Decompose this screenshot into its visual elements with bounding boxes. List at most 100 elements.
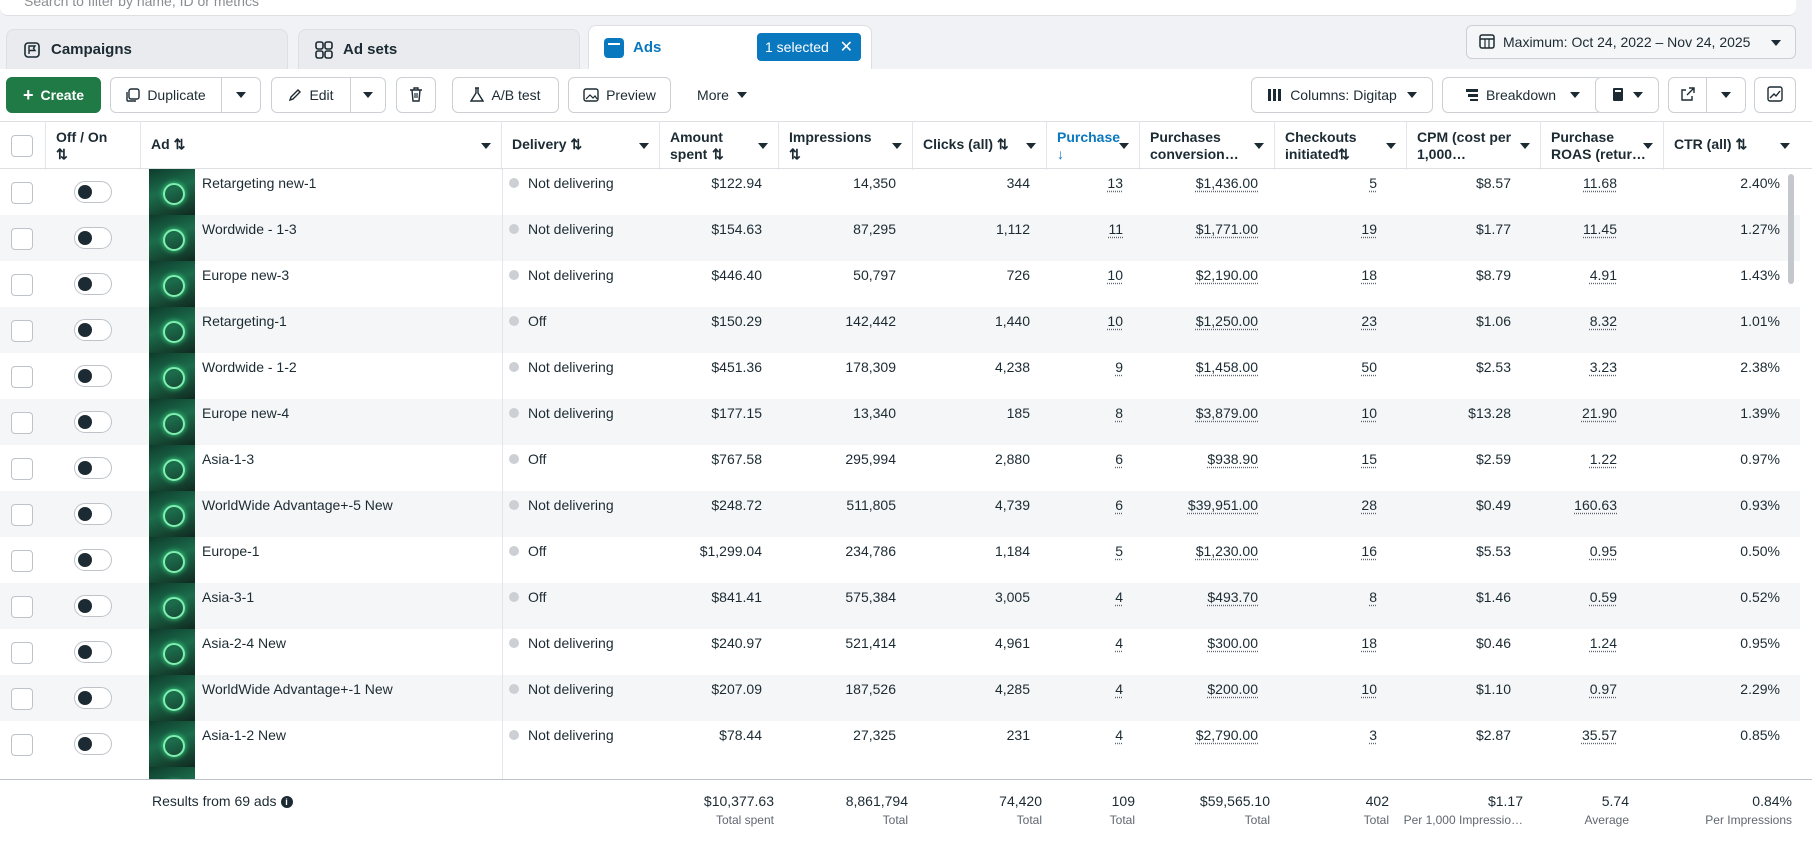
chevron-down-icon[interactable] xyxy=(758,143,768,149)
ad-status-toggle[interactable] xyxy=(74,641,112,663)
row-checkbox[interactable] xyxy=(11,642,33,664)
vertical-scrollbar[interactable] xyxy=(1788,174,1794,284)
header-checkouts[interactable]: Checkouts initiated ⇅ xyxy=(1275,122,1407,170)
sort-icon[interactable]: ⇅ xyxy=(789,146,801,162)
header-off-on[interactable]: Off / On ⇅ xyxy=(46,122,141,170)
cell-purchases[interactable]: 9 xyxy=(1115,359,1123,375)
sort-icon[interactable]: ⇅ xyxy=(996,136,1009,152)
cell-value[interactable]: $1,250.00 xyxy=(1195,313,1258,329)
sort-desc-icon[interactable]: ↓ xyxy=(1057,146,1064,162)
cell-purchases[interactable]: 6 xyxy=(1115,497,1123,513)
header-amount-spent[interactable]: Amount spent ⇅ xyxy=(660,122,779,170)
select-all-checkbox[interactable] xyxy=(11,135,33,157)
cell-checkouts[interactable]: 16 xyxy=(1361,543,1377,559)
cell-checkouts[interactable]: 10 xyxy=(1361,405,1377,421)
row-checkbox[interactable] xyxy=(11,458,33,480)
cell-checkouts[interactable]: 50 xyxy=(1361,359,1377,375)
sort-icon[interactable]: ⇅ xyxy=(712,146,724,162)
search-bar[interactable]: Search to filter by name, ID or metrics xyxy=(0,0,1796,16)
row-checkbox[interactable] xyxy=(11,596,33,618)
edit-button[interactable]: Edit xyxy=(271,77,351,113)
row-checkbox[interactable] xyxy=(11,688,33,710)
table-row[interactable]: WorldWide Advantage+-1 New Not delivering… xyxy=(0,675,1800,721)
selection-badge[interactable]: 1 selected ✕ xyxy=(757,33,861,61)
ad-status-toggle[interactable] xyxy=(74,687,112,709)
cell-roas[interactable]: 3.23 xyxy=(1589,359,1617,375)
table-row[interactable]: Asia-3-1 Off $841.41 575,384 3,005 4 $493.70 8 $… xyxy=(0,583,1800,629)
chevron-down-icon[interactable] xyxy=(481,143,491,149)
cell-roas[interactable]: 0.95 xyxy=(1589,543,1617,559)
table-row[interactable]: Wordwide - 1-2 Not delivering $451.36 178,3… xyxy=(0,353,1800,399)
sort-icon[interactable]: ⇅ xyxy=(173,136,186,152)
ad-name[interactable]: Retargeting new-1 xyxy=(202,175,317,191)
ad-name[interactable]: Europe new-4 xyxy=(202,405,290,421)
header-ctr[interactable]: CTR (all) ⇅ xyxy=(1664,122,1800,170)
cell-value[interactable]: $1,458.00 xyxy=(1195,359,1258,375)
cell-roas[interactable]: 0.59 xyxy=(1589,589,1617,605)
cell-checkouts[interactable]: 19 xyxy=(1361,221,1377,237)
chevron-down-icon[interactable] xyxy=(1520,143,1530,149)
cell-value[interactable]: $493.70 xyxy=(1207,589,1258,605)
cell-roas[interactable]: 11.68 xyxy=(1583,175,1617,191)
cell-checkouts[interactable]: 23 xyxy=(1361,313,1377,329)
cell-checkouts[interactable]: 15 xyxy=(1361,451,1377,467)
ad-name[interactable]: Asia-1-2 New xyxy=(202,727,287,743)
header-roas[interactable]: Purchase ROAS (retur… xyxy=(1541,122,1664,170)
header-impressions[interactable]: Impressions ⇅ xyxy=(779,122,913,170)
tab-ad-sets[interactable]: Ad sets xyxy=(298,29,580,69)
cell-roas[interactable]: 11.45 xyxy=(1583,221,1617,237)
columns-button[interactable]: Columns: Digitap xyxy=(1251,77,1433,113)
ad-status-toggle[interactable] xyxy=(74,503,112,525)
ad-status-toggle[interactable] xyxy=(74,273,112,295)
header-delivery[interactable]: Delivery ⇅ xyxy=(502,122,660,170)
sort-icon[interactable]: ⇅ xyxy=(1338,146,1350,162)
table-row[interactable]: Asia-1-3 Off $767.58 295,994 2,880 6 $938.90 15… xyxy=(0,445,1800,491)
cell-checkouts[interactable]: 5 xyxy=(1369,175,1377,191)
table-row[interactable]: Europe-1 Off $1,299.04 234,786 1,184 5 $1,230.… xyxy=(0,537,1800,583)
duplicate-dropdown[interactable] xyxy=(221,77,261,113)
row-checkbox[interactable] xyxy=(11,412,33,434)
row-checkbox[interactable] xyxy=(11,228,33,250)
ad-name[interactable]: Wordwide - 1-3 xyxy=(202,221,297,237)
cell-value[interactable]: $2,190.00 xyxy=(1195,267,1258,283)
row-checkbox[interactable] xyxy=(11,274,33,296)
ad-name[interactable]: Europe-1 xyxy=(202,543,260,559)
ad-status-toggle[interactable] xyxy=(74,411,112,433)
header-clicks[interactable]: Clicks (all) ⇅ xyxy=(913,122,1047,170)
cell-checkouts[interactable]: 18 xyxy=(1361,635,1377,651)
cell-roas[interactable]: 4.91 xyxy=(1589,267,1617,283)
cell-roas[interactable]: 1.22 xyxy=(1589,451,1617,467)
header-select-all[interactable] xyxy=(0,122,46,170)
cell-purchases[interactable]: 4 xyxy=(1115,681,1123,697)
cell-value[interactable]: $1,771.00 xyxy=(1195,221,1258,237)
cell-purchases[interactable]: 6 xyxy=(1115,451,1123,467)
cell-value[interactable]: $2,790.00 xyxy=(1195,727,1258,743)
sort-icon[interactable]: ⇅ xyxy=(570,136,583,152)
cell-purchases[interactable]: 4 xyxy=(1115,589,1123,605)
cell-roas[interactable]: 8.32 xyxy=(1589,313,1617,329)
cell-purchases[interactable]: 4 xyxy=(1115,635,1123,651)
ad-name[interactable]: Asia-2-4 New xyxy=(202,635,287,651)
cell-purchases[interactable]: 4 xyxy=(1115,727,1123,743)
ad-status-toggle[interactable] xyxy=(74,365,112,387)
export-button[interactable] xyxy=(1668,77,1707,113)
header-ad[interactable]: Ad ⇅ xyxy=(141,122,502,170)
ad-status-toggle[interactable] xyxy=(74,595,112,617)
ad-name[interactable]: Europe new-3 xyxy=(202,267,290,283)
cell-purchases[interactable]: 13 xyxy=(1107,175,1123,191)
chevron-down-icon[interactable] xyxy=(1026,143,1036,149)
ad-name[interactable]: WorldWide Advantage+-1 New xyxy=(202,681,393,697)
row-checkbox[interactable] xyxy=(11,504,33,526)
clear-selection-icon[interactable]: ✕ xyxy=(839,39,853,56)
ab-test-button[interactable]: A/B test xyxy=(452,77,559,113)
cell-checkouts[interactable]: 28 xyxy=(1361,497,1377,513)
cell-checkouts[interactable]: 18 xyxy=(1361,267,1377,283)
cell-value[interactable]: $1,230.00 xyxy=(1195,543,1258,559)
table-row[interactable]: Europe new-4 Not delivering $177.15 13,340 1… xyxy=(0,399,1800,445)
cell-value[interactable]: $3,879.00 xyxy=(1195,405,1258,421)
date-range-picker[interactable]: Maximum: Oct 24, 2022 – Nov 24, 2025 xyxy=(1466,25,1796,59)
table-row[interactable]: Retargeting-1 Off $150.29 142,442 1,440 10 $1,… xyxy=(0,307,1800,353)
info-icon[interactable]: i xyxy=(280,796,293,808)
ad-status-toggle[interactable] xyxy=(74,227,112,249)
tab-campaigns[interactable]: Campaigns xyxy=(6,29,288,69)
